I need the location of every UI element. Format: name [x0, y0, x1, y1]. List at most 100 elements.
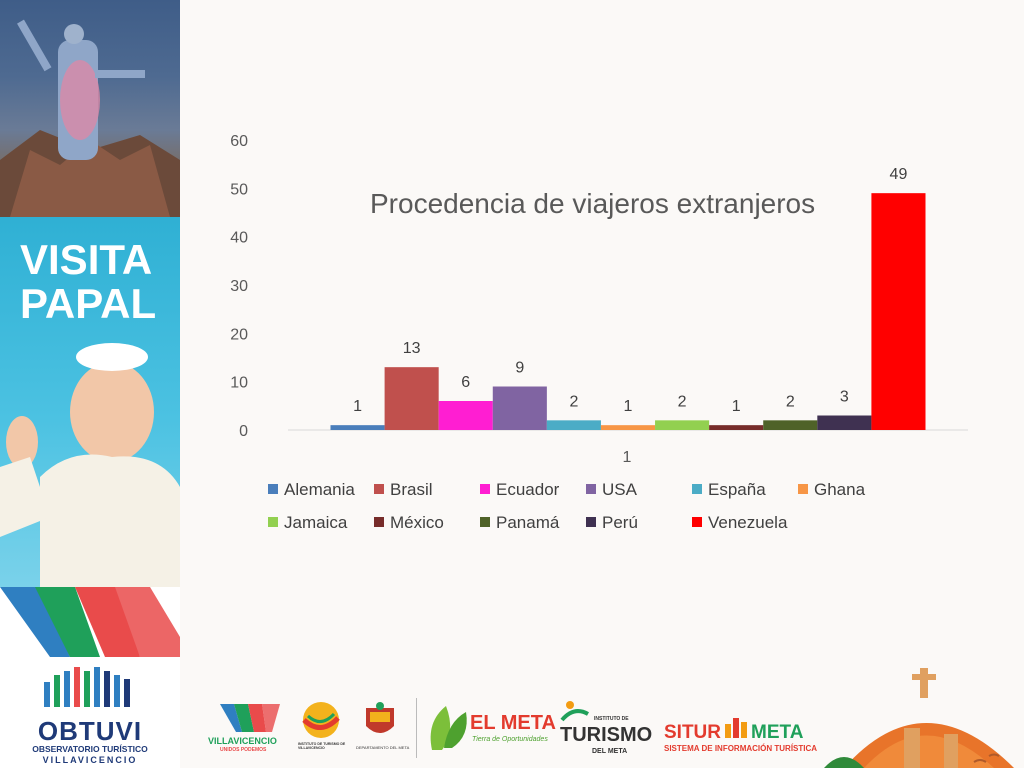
legend-swatch: [692, 484, 702, 494]
sidebar: VISITA PAPAL OBTUVI OBSERVATORIO TURÍSTI…: [0, 0, 180, 768]
legend-label: Ghana: [814, 480, 866, 499]
title-line-2: PAPAL: [20, 280, 157, 327]
villavicencio-logo-sub: UNIDOS PODEMOS: [220, 747, 267, 753]
legend-item-0: Alemania: [268, 480, 355, 500]
legend-swatch: [268, 517, 278, 527]
data-label-2: 6: [461, 374, 470, 391]
chart-title: Procedencia de viajeros extranjeros: [370, 188, 816, 219]
legend-swatch: [692, 517, 702, 527]
cathedral-icon: [824, 668, 1014, 768]
bar-5: [600, 425, 656, 430]
data-label-5: 1: [624, 398, 633, 415]
data-label-3: 9: [515, 360, 524, 377]
runner-icon: [560, 701, 589, 722]
legend-swatch: [586, 484, 596, 494]
villavicencio-logo-text: VILLAVICENCIO: [208, 736, 277, 746]
legend-item-10: Venezuela: [692, 513, 787, 533]
legend-label: Ecuador: [496, 480, 560, 499]
legend-label: Jamaica: [284, 513, 348, 532]
y-tick-label: 20: [230, 326, 248, 343]
legend-item-6: Jamaica: [268, 513, 347, 533]
bar-0: [330, 425, 385, 430]
legend-swatch: [374, 484, 384, 494]
bar-2: [438, 401, 493, 430]
legend-label: Panamá: [496, 513, 560, 532]
bar-7: [709, 425, 764, 430]
legend-item-4: España: [692, 480, 766, 500]
legend-item-2: Ecuador: [480, 480, 559, 500]
legend-item-7: México: [374, 513, 444, 533]
situr-text: SITUR: [664, 722, 721, 743]
y-tick-label: 0: [239, 423, 248, 440]
legend-swatch: [374, 517, 384, 527]
bar-9: [817, 415, 872, 430]
turismo-meta-text: TURISMO: [560, 724, 653, 746]
bar-1: [384, 367, 439, 430]
bar-10: [871, 193, 926, 430]
legend-item-9: Perú: [586, 513, 638, 533]
bar-8: [763, 420, 818, 430]
legend-label: México: [390, 513, 444, 532]
obtuvi-city: VILLAVICENCIO: [42, 755, 138, 765]
data-label-7: 1: [732, 398, 741, 415]
y-tick-label: 10: [230, 375, 248, 392]
el-meta-logo-sub: Tierra de Oportunidades: [472, 736, 548, 743]
legend-label: Perú: [602, 513, 638, 532]
legend-swatch: [798, 484, 808, 494]
bar-4: [546, 420, 601, 430]
pope-illustration: [0, 343, 180, 587]
footer-logos: VILLAVICENCIO UNIDOS PODEMOS INSTITUTO D…: [180, 668, 1024, 768]
departamento-logo-text: DEPARTAMENTO DEL META: [356, 745, 410, 750]
legend-label: USA: [602, 480, 637, 499]
legend-swatch: [268, 484, 278, 494]
y-tick-label: 50: [230, 181, 248, 198]
legend-item-5: Ghana: [798, 480, 865, 500]
situr-bars-icon: [725, 718, 747, 738]
instituto-logo-text: INSTITUTO DE TURISMO DE VILLAVICENCIO: [298, 742, 346, 750]
bar-6: [655, 420, 710, 430]
data-label-9: 3: [840, 389, 849, 406]
statue-photo: [0, 0, 180, 217]
y-tick-label: 40: [230, 230, 248, 247]
bar-chart-icon: [44, 667, 130, 707]
legend-swatch: [480, 517, 490, 527]
villavicencio-w-icon: [220, 704, 280, 732]
data-label-8: 2: [786, 393, 795, 410]
turismo-meta-top: INSTITUTO DE: [594, 716, 629, 722]
legend-label: España: [708, 480, 766, 499]
y-tick-label: 60: [230, 133, 248, 150]
obtuvi-name: OBTUVI: [37, 716, 143, 746]
chart-area: 0 10 20 30 40 50 60 1 13 6 9 2 1 2 1 2 3 49 1 Procedenci…: [180, 0, 1024, 620]
legend-item-3: USA: [586, 480, 637, 500]
divider: [416, 698, 417, 758]
legend-item-8: Panamá: [480, 513, 559, 533]
el-meta-logo-text: EL META: [470, 712, 556, 734]
data-label-6: 2: [678, 393, 687, 410]
data-label-1: 13: [403, 340, 421, 357]
data-label-4: 2: [569, 393, 578, 410]
legend-item-1: Brasil: [374, 480, 433, 500]
y-axis-ticks: 0 10 20 30 40 50 60: [230, 133, 248, 440]
meta-text: META: [751, 722, 804, 743]
bars: [330, 193, 926, 430]
data-label-0: 1: [353, 398, 362, 415]
visita-papal-title: VISITA PAPAL: [20, 238, 180, 326]
legend-label: Alemania: [284, 480, 355, 499]
situr-sub: SISTEMA DE INFORMACIÓN TURÍSTICA: [664, 744, 818, 753]
coat-of-arms-icon: [366, 702, 394, 733]
legend-label: Brasil: [390, 480, 433, 499]
legend-label: Venezuela: [708, 513, 788, 532]
x-category-label: 1: [623, 449, 632, 466]
sun-icon: [302, 702, 340, 738]
turismo-meta-sub: DEL META: [592, 748, 628, 755]
data-labels: 1 13 6 9 2 1 2 1 2 3 49: [353, 166, 907, 415]
obtuvi-subtitle: OBSERVATORIO TURÍSTICO: [32, 744, 148, 754]
obtuvi-logo-block: [0, 587, 180, 768]
w-logo-icon: [0, 587, 180, 707]
bar-chart: 0 10 20 30 40 50 60 1 13 6 9 2 1 2 1 2 3 49 1: [230, 133, 968, 466]
legend-swatch: [480, 484, 490, 494]
el-meta-leaf-icon: [430, 706, 467, 750]
statue-illustration: [0, 19, 180, 217]
y-tick-label: 30: [230, 278, 248, 295]
legend-swatch: [586, 517, 596, 527]
